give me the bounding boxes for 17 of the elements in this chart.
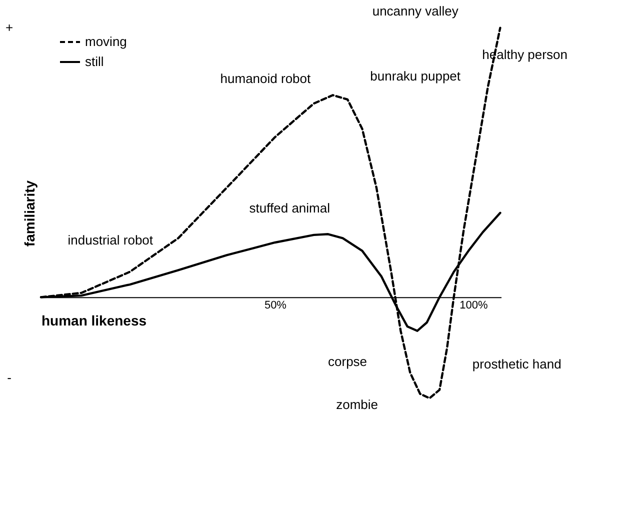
x-tick-label: 100% (460, 300, 488, 312)
y-axis-title: familiarity (22, 180, 38, 247)
annotation: zombie (336, 396, 378, 412)
text: - (7, 370, 12, 385)
text: + (5, 20, 14, 35)
annotation: humanoid robot (220, 70, 312, 86)
legend-label: moving (85, 34, 127, 49)
annotation: corpse (328, 354, 368, 369)
annotation: stuffed animal (249, 200, 330, 216)
x-axis-title: human likeness (42, 312, 147, 329)
annotation: prosthetic hand (472, 356, 562, 372)
annotation: industrial robot (68, 232, 154, 248)
text: uncanny valley (372, 4, 459, 19)
legend-label: still (85, 54, 104, 69)
x-tick-label: 50% (264, 300, 287, 312)
annotation: healthy person (482, 46, 568, 62)
annotation: bunraku puppet (370, 68, 461, 84)
